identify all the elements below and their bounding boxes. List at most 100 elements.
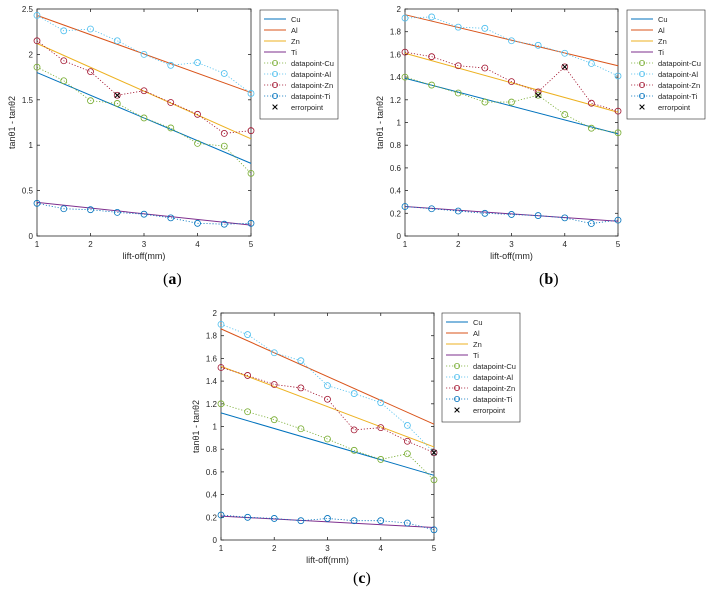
plot-area [404,8,619,237]
datapoint-ti-line [36,202,252,225]
datapoint-cu-marker [430,476,438,484]
legend-swatch-marker [639,60,646,67]
datapoint-zn-marker [454,62,462,70]
x-tick-label: 1 [35,240,40,249]
datapoint-cu-marker [220,142,228,150]
fit-line-al [404,14,619,67]
datapoint-zn-marker [33,37,41,45]
datapoint-ti-marker [561,214,569,222]
datapoint-al-marker [217,320,225,328]
datapoint-al-marker [87,25,94,33]
datapoint-zn-marker [508,78,515,86]
caption-b: (b) [539,271,559,289]
datapoint-zn-marker [87,68,94,76]
legend-label: datapoint-Zn [658,81,700,90]
errorpoint-marker [535,92,541,99]
datapoint-zn-marker [561,63,569,71]
datapoint-cu-marker [614,129,622,137]
datapoint-zn-marker [587,99,595,107]
datapoint-ti-marker [217,511,225,519]
legend-label: Ti [473,351,479,360]
datapoint-cu-marker [113,100,121,107]
datapoint-ti-marker [534,212,542,219]
datapoint-al-line [404,16,619,77]
datapoint-al-marker [508,37,515,45]
datapoint-al-marker [33,11,41,19]
y-axis-label: tanθ1 - tanθ2 [191,400,201,453]
datapoint-zn-marker [247,127,255,135]
legend-label: errorpoint [291,103,324,112]
datapoint-al-marker [220,70,228,77]
fit-line-zn [36,43,252,140]
y-tick-label: 1.4 [206,377,218,386]
datapoint-zn-marker [60,57,68,65]
datapoint-zn-marker [270,381,278,388]
legend-swatch-marker [639,93,646,100]
datapoint-al-marker [167,61,175,69]
legend-label: Zn [291,37,300,46]
legend-swatch-marker [272,104,278,110]
y-tick-label: 0.2 [390,209,402,218]
datapoint-zn-marker [428,53,436,61]
legend-swatch-marker [453,373,460,380]
legend-swatch-marker [453,384,460,391]
datapoint-cu-marker [561,111,569,118]
datapoint-ti-line [220,514,435,531]
x-tick-label: 4 [195,240,200,249]
legend-swatch-marker [271,60,278,67]
datapoint-ti-marker [401,203,409,210]
datapoint-zn-marker [430,449,438,457]
legend-label: Al [291,26,298,35]
datapoint-al-marker [401,14,409,22]
caption-a-letter: a [168,271,177,288]
legend-swatch-marker [639,82,646,89]
legend-swatch-marker [271,82,278,89]
x-tick-label: 3 [325,544,330,553]
caption-c-open: ( [353,570,359,587]
legend-label: datapoint-Al [658,70,698,79]
datapoint-al-line [220,323,435,453]
x-axis-label: lift-off(mm) [306,555,349,565]
caption-b-letter: b [544,271,554,288]
y-tick-label: 2.5 [22,5,34,14]
legend-label: datapoint-Al [473,373,513,382]
legend-swatch-marker [271,71,278,78]
datapoint-cu-marker [350,446,358,454]
datapoint-cu-marker [140,114,148,122]
datapoint-cu-marker [194,139,201,147]
y-tick-label: 1.8 [390,28,402,37]
datapoint-cu-marker [33,63,41,71]
datapoint-zn-marker [324,395,331,403]
y-tick-label: 0.8 [390,141,402,150]
datapoint-zn-marker [614,107,622,115]
datapoint-ti-marker [60,205,68,213]
datapoint-ti-marker [508,211,515,218]
datapoint-cu-marker [534,91,542,99]
x-tick-label: 4 [563,240,568,249]
datapoint-al-marker [481,24,489,32]
datapoint-al-marker [428,13,436,21]
caption-a-close: ) [176,271,182,288]
datapoint-al-marker [403,421,411,429]
chart-panel-b: 1 2 3 4 5 0 0.2 0.4 0.6 0.8 1 1.2 1.4 1.6 1.8 2 lift-off… [375,5,706,261]
datapoint-ti-marker [428,205,436,213]
datapoint-al-marker [324,382,331,390]
datapoint-cu-marker [60,77,68,85]
datapoint-al-marker [454,23,462,31]
fit-line-cu [220,412,435,476]
x-tick-label: 1 [219,544,224,553]
datapoint-ti-marker [140,210,148,218]
datapoint-al-marker [350,390,358,397]
chart-panel-a: 1 2 3 4 5 0 0.5 1 1.5 2 2.5 lift-off(mm) tanθ1 - tan… [7,5,339,261]
x-tick-label: 5 [616,240,621,249]
datapoint-ti-marker [297,517,305,525]
x-axis-label: lift-off(mm) [490,251,533,261]
legend-label: Al [473,329,480,338]
datapoint-cu-marker [403,450,411,458]
y-tick-label: 2 [29,50,34,59]
y-tick-label: 1 [29,141,34,150]
datapoint-cu-marker [217,400,225,408]
x-tick-label: 4 [379,544,384,553]
y-axis-label: tanθ1 - tanθ2 [375,96,385,149]
